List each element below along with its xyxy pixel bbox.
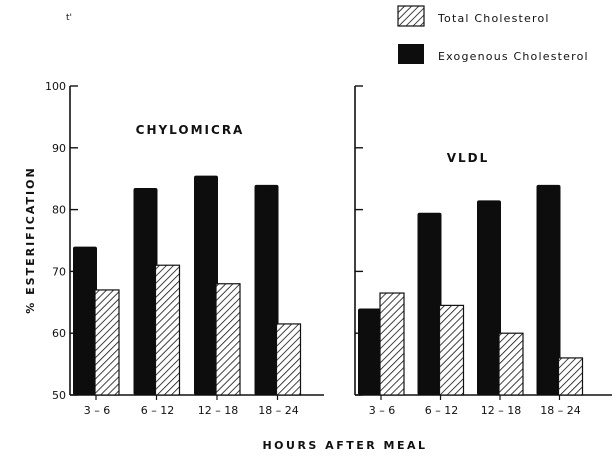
bar-total-cholesterol — [498, 332, 524, 396]
y-tick-label: 100 — [45, 80, 66, 93]
bar-exogenous-cholesterol — [477, 200, 501, 395]
panel-label: VLDL — [447, 151, 490, 165]
bar-total-cholesterol — [275, 323, 302, 396]
y-tick-label: 50 — [52, 389, 66, 402]
panel-label: CHYLOMICRA — [136, 123, 245, 137]
stray-mark: t' — [66, 13, 72, 23]
bar-exogenous-cholesterol — [133, 187, 158, 395]
y-axis-label: % ESTERIFICATION — [24, 166, 37, 313]
x-tick-label: 18 – 24 — [258, 404, 299, 417]
bar-exogenous-cholesterol — [536, 184, 561, 395]
x-tick-label: 12 – 18 — [198, 404, 239, 417]
legend-swatch-total — [397, 5, 425, 27]
x-tick-label: 3 – 6 — [369, 404, 396, 417]
y-tick-label: 80 — [52, 204, 66, 217]
bar-exogenous-cholesterol — [417, 212, 442, 395]
legend-label-total: Total Cholesterol — [437, 12, 550, 25]
legend-label-exogenous: Exogenous Cholesterol — [438, 50, 589, 63]
bar-exogenous-cholesterol — [194, 175, 218, 395]
x-tick-label: 18 – 24 — [540, 404, 581, 417]
bar-total-cholesterol — [154, 264, 181, 396]
panel-vldl: VLDL 3 – 6 6 – 12 12 – 18 18 – 24 — [354, 85, 612, 417]
bar-total-cholesterol — [438, 304, 465, 396]
y-tick-label: 60 — [52, 327, 66, 340]
bar-total-cholesterol — [94, 289, 120, 396]
legend-swatch-exogenous — [398, 44, 424, 64]
bar-exogenous-cholesterol — [358, 308, 382, 395]
bar-total-cholesterol — [215, 283, 241, 396]
y-tick-label: 70 — [52, 265, 66, 278]
x-tick-label: 12 – 18 — [481, 404, 522, 417]
bar-total-cholesterol — [379, 292, 405, 396]
legend: Total Cholesterol Exogenous Cholesterol — [397, 5, 589, 64]
x-tick-label: 6 – 12 — [425, 404, 459, 417]
bar-total-cholesterol — [557, 357, 584, 396]
panel-chylomicra: 50 60 70 80 90 100 CHYLOMICRA 3 – 6 6 – 12 12 – 1… — [45, 80, 324, 417]
bar-exogenous-cholesterol — [73, 246, 97, 395]
x-tick-label: 3 – 6 — [84, 404, 111, 417]
x-tick-label: 6 – 12 — [141, 404, 175, 417]
y-tick-label: 90 — [52, 142, 66, 155]
x-axis-label: HOURS AFTER MEAL — [262, 439, 427, 452]
bar-exogenous-cholesterol — [254, 184, 279, 395]
